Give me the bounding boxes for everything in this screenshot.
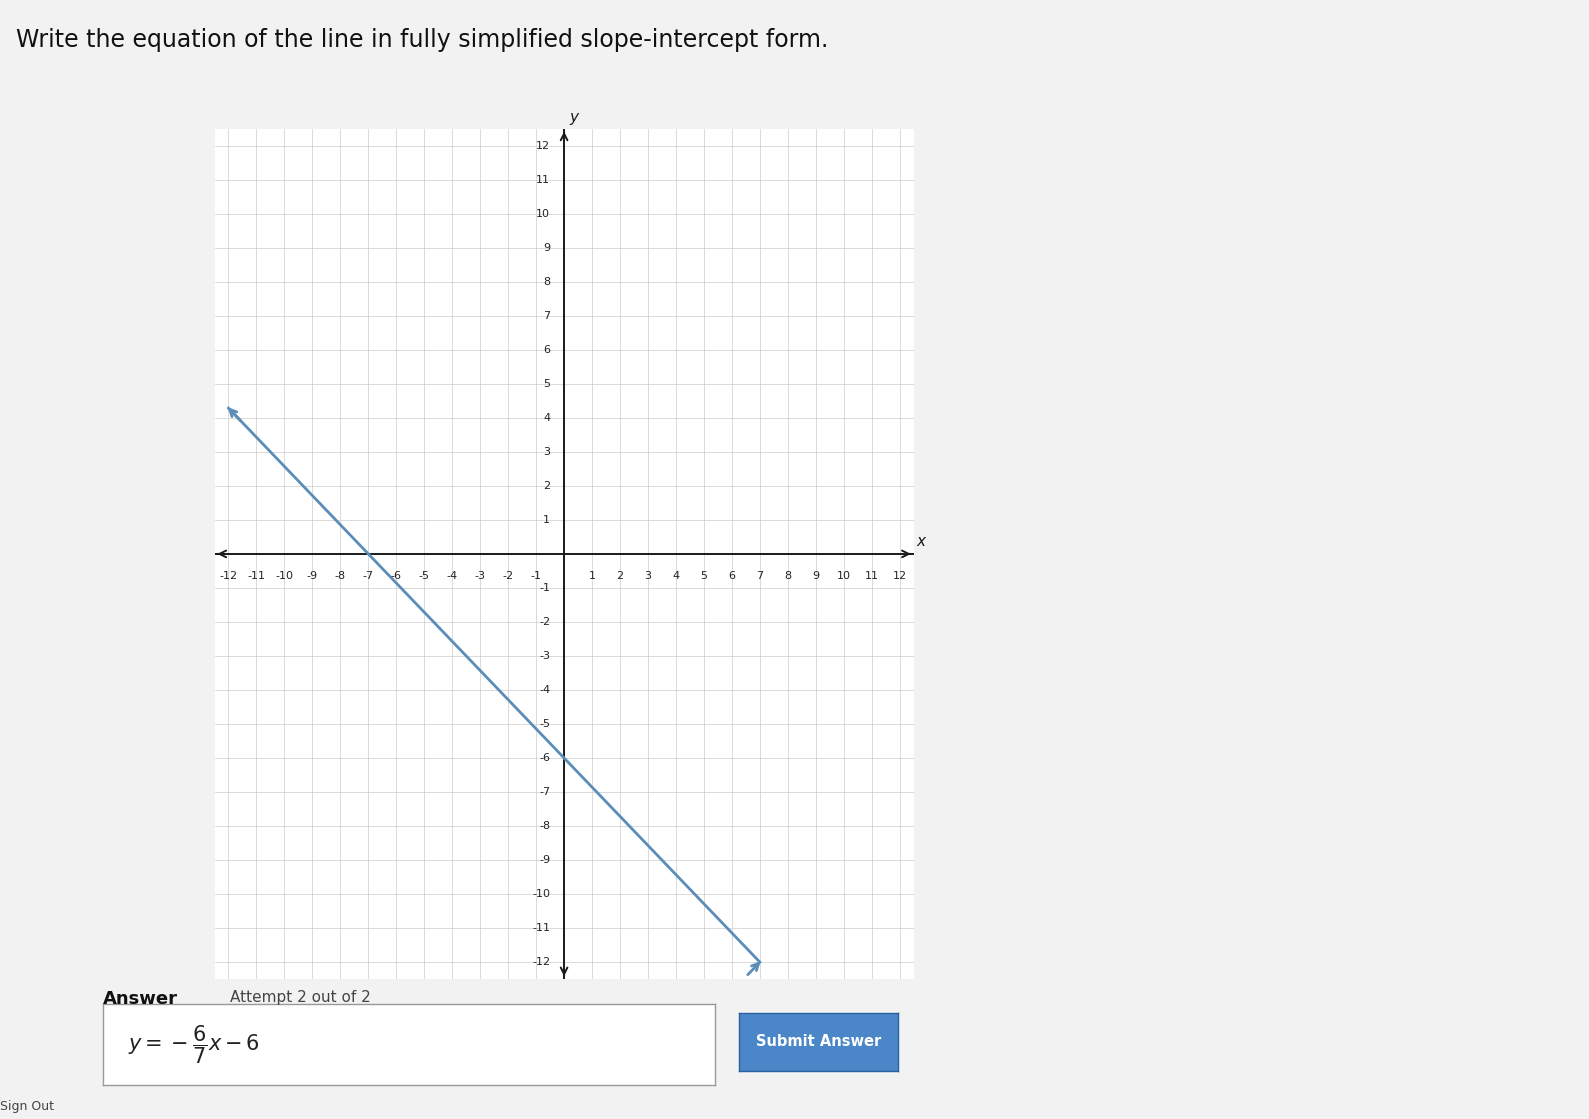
Text: -2: -2 [502,571,513,581]
Text: 12: 12 [893,571,907,581]
Text: -7: -7 [362,571,373,581]
Text: -12: -12 [532,957,550,967]
Text: 2: 2 [543,481,550,491]
Text: 5: 5 [701,571,707,581]
Text: 12: 12 [535,141,550,151]
Text: Sign Out: Sign Out [0,1100,54,1113]
Text: 5: 5 [543,379,550,388]
Text: -8: -8 [539,821,550,831]
Text: 9: 9 [812,571,820,581]
Text: 10: 10 [535,209,550,218]
Text: 8: 8 [543,276,550,286]
Text: -7: -7 [539,787,550,797]
Text: 8: 8 [785,571,791,581]
Text: 6: 6 [543,345,550,355]
Text: -1: -1 [539,583,550,593]
Text: -6: -6 [391,571,402,581]
Text: -3: -3 [475,571,486,581]
Text: Submit Answer: Submit Answer [756,1034,880,1050]
Text: Attempt 2 out of 2: Attempt 2 out of 2 [230,990,372,1005]
Text: Answer: Answer [103,990,178,1008]
Text: 4: 4 [672,571,680,581]
Text: -12: -12 [219,571,238,581]
Text: -10: -10 [275,571,294,581]
Text: 6: 6 [728,571,736,581]
Text: 1: 1 [588,571,596,581]
Text: 10: 10 [837,571,850,581]
Text: -10: -10 [532,890,550,899]
Text: -5: -5 [419,571,429,581]
Text: $y = -\dfrac{6}{7}x - 6$: $y = -\dfrac{6}{7}x - 6$ [127,1024,259,1065]
Text: -6: -6 [539,753,550,763]
Text: 1: 1 [543,515,550,525]
Text: -4: -4 [447,571,458,581]
Text: -4: -4 [539,685,550,695]
Text: -11: -11 [248,571,265,581]
Text: Write the equation of the line in fully simplified slope-intercept form.: Write the equation of the line in fully … [16,28,828,51]
Text: 3: 3 [645,571,651,581]
Text: 7: 7 [543,311,550,321]
Text: 11: 11 [864,571,879,581]
Text: x: x [917,535,925,549]
Text: 9: 9 [543,243,550,253]
Text: 7: 7 [756,571,763,581]
Text: -9: -9 [307,571,318,581]
Text: -9: -9 [539,855,550,865]
Text: 4: 4 [543,413,550,423]
Text: 11: 11 [535,175,550,185]
Text: -2: -2 [539,617,550,627]
Text: -1: -1 [531,571,542,581]
Text: -11: -11 [532,923,550,933]
Text: 2: 2 [617,571,623,581]
Text: -5: -5 [539,720,550,728]
Text: -8: -8 [335,571,346,581]
Text: -3: -3 [539,651,550,661]
Text: y: y [569,111,578,125]
Text: 3: 3 [543,446,550,457]
